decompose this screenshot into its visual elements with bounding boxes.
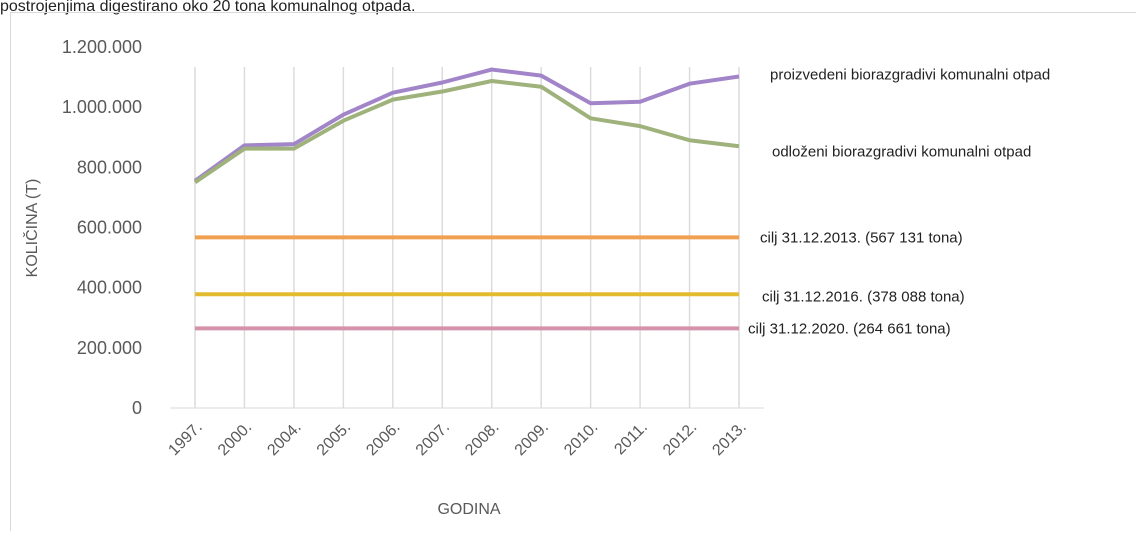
x-tick-label: 2000.: [215, 419, 255, 459]
y-tick-label: 400.000: [77, 278, 142, 298]
y-axis-title: KOLIČINA (T): [22, 179, 41, 278]
y-tick-label: 200.000: [77, 338, 142, 358]
x-tick-label: 2004.: [264, 419, 304, 459]
x-tick-label: 2010.: [561, 419, 601, 459]
y-tick-label: 0: [132, 398, 142, 418]
series-label: cilj 31.12.2013. (567 131 tona): [760, 229, 963, 246]
x-tick-label: 2005.: [314, 419, 354, 459]
x-tick-label: 2007.: [413, 419, 453, 459]
y-tick-label: 1.200.000: [62, 37, 142, 57]
y-tick-label: 1.000.000: [62, 97, 142, 117]
series-label: odloženi biorazgradivi komunalni otpad: [772, 143, 1031, 160]
x-tick-label: 2006.: [363, 419, 403, 459]
x-tick-label: 2008.: [462, 419, 502, 459]
y-tick-label: 800.000: [77, 157, 142, 177]
x-tick-label: 2012.: [660, 419, 700, 459]
y-tick-label: 600.000: [77, 218, 142, 238]
series-label: cilj 31.12.2016. (378 088 tona): [762, 288, 965, 305]
x-axis-title: GODINA: [437, 501, 500, 518]
series-label: cilj 31.12.2020. (264 661 tona): [748, 320, 951, 337]
series-label: proizvedeni biorazgradivi komunalni otpa…: [770, 66, 1050, 83]
x-tick-label: 1997.: [165, 419, 205, 459]
x-tick-label: 2009.: [512, 419, 552, 459]
x-tick-label: 2011.: [611, 419, 650, 458]
x-tick-label: 2013.: [709, 419, 749, 459]
